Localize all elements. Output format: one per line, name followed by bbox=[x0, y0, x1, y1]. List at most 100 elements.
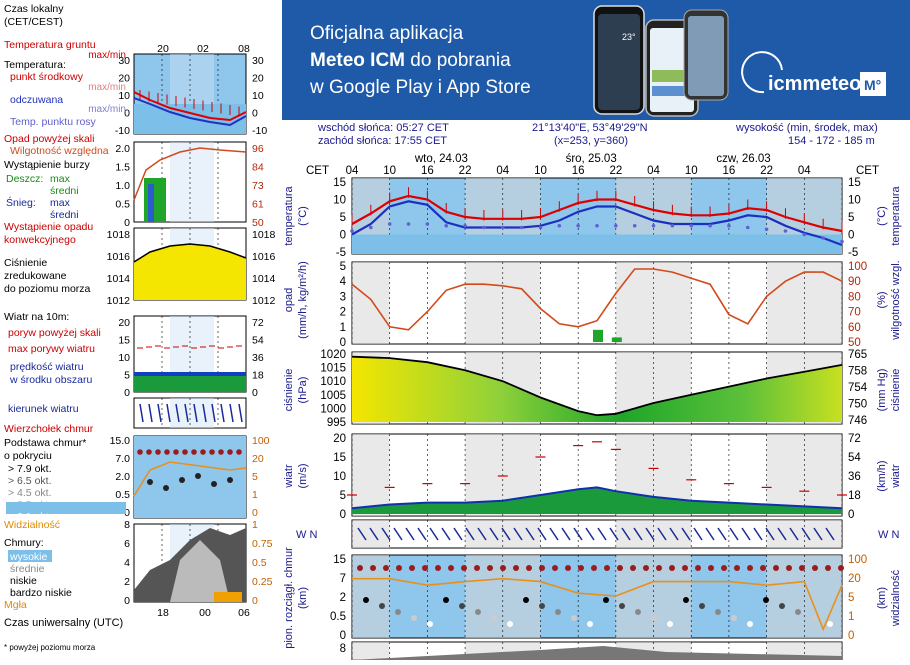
cloud-base-dot bbox=[443, 597, 449, 603]
cloud-base-dot bbox=[395, 609, 401, 615]
dew-point-dot bbox=[387, 222, 392, 226]
cloud-base-dot bbox=[163, 485, 169, 491]
wind-tick: 5 bbox=[340, 490, 346, 502]
hum-tick: 100 bbox=[848, 261, 867, 273]
cloud-base-dot bbox=[523, 597, 529, 603]
wind-tick: 10 bbox=[118, 352, 130, 364]
snow-bar bbox=[148, 184, 154, 222]
temp-feel-line bbox=[133, 97, 247, 127]
cloud-top-dot bbox=[734, 565, 740, 571]
cl-tick: 0 bbox=[124, 595, 130, 607]
label-wind-dir: kierunek wiatru bbox=[8, 403, 79, 415]
wind-dir-arrow bbox=[513, 527, 523, 541]
wind-tick: 15 bbox=[118, 335, 130, 347]
footnote: * powyżej poziomu morza bbox=[4, 643, 96, 652]
pres-tick-l: 1010 bbox=[320, 376, 346, 388]
temp-tick-l: 5 bbox=[340, 212, 346, 224]
cloud-top-dot bbox=[164, 449, 170, 455]
temp-tick-r: 30 bbox=[252, 55, 264, 67]
wind-kmh-tick: 36 bbox=[848, 471, 861, 483]
cloud-top-dot bbox=[526, 565, 532, 571]
sunrise: wschód słońca: 05:27 CET bbox=[318, 122, 449, 134]
pres-tick-r: 750 bbox=[848, 399, 867, 411]
wind-dir-arrow bbox=[693, 527, 703, 541]
temp-tick-l: 30 bbox=[118, 55, 130, 67]
hour-tick: 22 bbox=[760, 165, 773, 177]
wind-dir-arrow bbox=[393, 527, 403, 541]
time-label: Czas lokalny bbox=[4, 3, 64, 15]
wind-dir-arrow bbox=[681, 527, 691, 541]
hour-tick: 10 bbox=[685, 165, 698, 177]
label-humidity: Wilgotność względna bbox=[10, 145, 109, 157]
rain-tick: 0 bbox=[340, 337, 346, 349]
day-label: śro, 25.03 bbox=[566, 153, 617, 165]
pres-tick-l: 1020 bbox=[320, 349, 346, 361]
pres-tick-r: 758 bbox=[848, 366, 867, 378]
cloud-base-dot bbox=[731, 615, 737, 621]
temp-tick-l: 10 bbox=[333, 195, 346, 207]
cloud-top-dot bbox=[552, 565, 558, 571]
cloud-base-dot bbox=[603, 597, 609, 603]
hum-tick: 96 bbox=[252, 143, 264, 155]
temp-tick-r: 10 bbox=[252, 90, 264, 102]
temp-tick-r: -5 bbox=[848, 247, 858, 259]
cl-right-tick: 0.25 bbox=[252, 576, 273, 588]
cloud-top-dot bbox=[396, 565, 402, 571]
app-promo-banner[interactable]: Oficjalna aplikacja Meteo ICM do pobrani… bbox=[282, 0, 910, 120]
cloud-top-dot bbox=[565, 565, 571, 571]
cloud-top-dot bbox=[773, 565, 779, 571]
label-temp-mid: punkt środkowy bbox=[10, 71, 84, 83]
temp-tick-l: 20 bbox=[118, 73, 130, 85]
wind-arrow bbox=[229, 403, 234, 423]
cloud-base-dot bbox=[635, 609, 641, 615]
cl-tick: 8 bbox=[340, 643, 346, 655]
wind-dir-arrow bbox=[549, 527, 559, 541]
wind-top-band bbox=[134, 372, 246, 376]
cloud-top-dot bbox=[137, 449, 143, 455]
cloud-base-dot bbox=[475, 609, 481, 615]
cloud-base-dot bbox=[195, 473, 201, 479]
cloud-top-dot bbox=[173, 449, 179, 455]
wind-dir-arrow bbox=[753, 527, 763, 541]
fog-bar bbox=[214, 592, 242, 602]
label-okt: > 4.5 okt. bbox=[8, 487, 52, 499]
cloud-top-dot bbox=[617, 565, 623, 571]
label-temp-feel-sub: max/min bbox=[88, 104, 126, 115]
label-storm: Wystąpienie burzy bbox=[4, 159, 90, 171]
dew-point-dot bbox=[500, 225, 505, 230]
cloud-top-dot bbox=[669, 565, 675, 571]
dew-point-dot bbox=[670, 223, 675, 228]
utc-tick: 06 bbox=[238, 607, 250, 619]
day-label: wto, 24.03 bbox=[414, 153, 468, 165]
temp-tick-r: 0 bbox=[848, 230, 854, 242]
wind-dir-arrow bbox=[573, 527, 583, 541]
label-cloud-base: o pokryciu bbox=[4, 450, 52, 462]
wind-tick: 10 bbox=[333, 471, 346, 483]
cl-tick: 8 bbox=[124, 519, 130, 531]
hour-tick: 04 bbox=[346, 165, 359, 177]
cb-right-tick: 1 bbox=[848, 611, 854, 623]
temp-tick-r: 10 bbox=[848, 195, 861, 207]
wind-dir-arrow bbox=[597, 527, 607, 541]
wind-kmh-tick: 0 bbox=[252, 387, 258, 399]
cloud-top-dot bbox=[422, 565, 428, 571]
hour-tick: 16 bbox=[421, 165, 434, 177]
cloud-top-dot bbox=[539, 565, 545, 571]
wind-kmh-tick: 72 bbox=[848, 433, 861, 445]
cloud-top-dot bbox=[786, 565, 792, 571]
sunset: zachód słońca: 17:55 CET bbox=[318, 135, 448, 147]
dew-point-dot bbox=[840, 239, 844, 244]
cloud-base-dot bbox=[147, 479, 153, 485]
hum-tick: 50 bbox=[252, 217, 264, 229]
promo-text: Oficjalna aplikacja Meteo ICM do pobrani… bbox=[310, 20, 531, 101]
dew-point-dot bbox=[802, 232, 807, 237]
label-okt: > 7.9 okt. bbox=[8, 463, 52, 475]
cloud-base-dot bbox=[411, 615, 417, 621]
cb-right-tick: 1 bbox=[252, 489, 258, 501]
label-okt: > 6.5 okt. bbox=[8, 475, 52, 487]
rain-tick: 1.5 bbox=[115, 162, 130, 174]
label-cloud-top: Wierzchołek chmur bbox=[4, 423, 94, 435]
cloud-top-dot bbox=[695, 565, 701, 571]
cloud-top-dot bbox=[500, 565, 506, 571]
